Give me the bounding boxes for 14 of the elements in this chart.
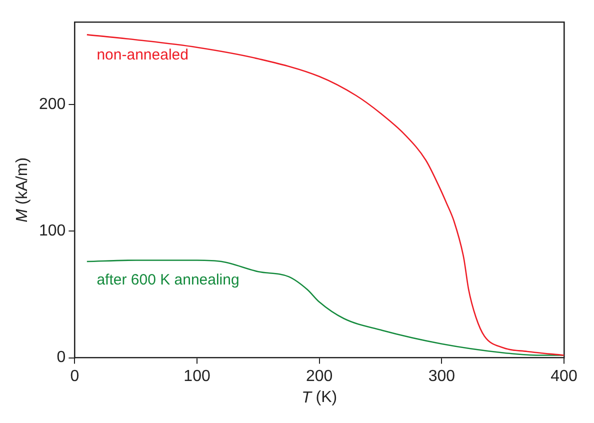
line-series [86,34,564,356]
x-tick-label: 0 [70,368,80,385]
x-tick-label: 300 [428,368,456,385]
y-tick-label: 0 [56,349,66,366]
series-label: after 600 K annealing [96,272,240,289]
x-tick-label: 100 [184,368,210,385]
y-tick-label: 200 [38,96,66,113]
x-axis-title: T (K) [302,389,338,406]
x-tick-label: 200 [306,368,333,385]
line-series [86,260,564,356]
y-tick-label: 100 [38,222,66,240]
y-axis-title: M (kA/m) [14,157,32,222]
series-label: non-annealed [96,46,188,64]
x-tick-label: 400 [550,368,578,385]
